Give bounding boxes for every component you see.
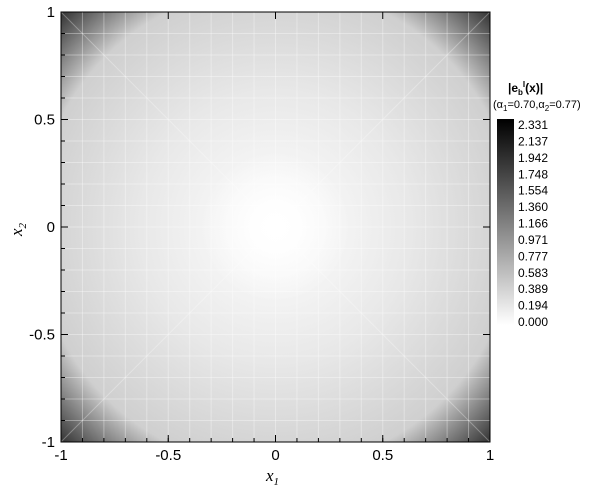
x-tick-label: -1: [54, 447, 67, 464]
legend-level-label: 0.583: [518, 266, 548, 280]
center-minimum: [201, 152, 350, 302]
legend-params: (α1=0.70,α2=0.77): [493, 99, 581, 113]
legend-level-label: 1.360: [518, 200, 548, 214]
x-tick-label: -0.5: [155, 447, 181, 464]
legend-level-label: 1.942: [518, 151, 548, 165]
legend-level-label: 1.554: [518, 184, 548, 198]
legend-level-label: 0.777: [518, 249, 548, 263]
legend-level-label: 0.194: [518, 299, 548, 313]
y-tick-label: 0: [47, 219, 55, 236]
y-tick-label: 0.5: [34, 112, 55, 129]
x-tick-label: 1: [486, 447, 494, 464]
legend-level-label: 0.389: [518, 282, 548, 296]
y-axis: -1 -0.5 0 0.5 1: [29, 4, 490, 451]
y-tick-label: -1: [42, 434, 55, 451]
y-tick-label: -0.5: [29, 327, 55, 344]
y-axis-label: x2: [7, 222, 29, 237]
plot-area: [60, 11, 491, 443]
x-tick-label: 0: [271, 447, 279, 464]
legend-levels: 2.331 2.137 1.942 1.748 1.554 1.360 1.166 0.971…: [518, 118, 548, 329]
legend-title: |ebI(x)|: [508, 80, 543, 97]
legend-level-label: 1.166: [518, 217, 548, 231]
legend: |ebI(x)| (α1=0.70,α2=0.77) 2.331 2.137 1.9…: [493, 80, 581, 329]
legend-level-label: 1.748: [518, 167, 548, 181]
x-tick-label: 0.5: [372, 447, 393, 464]
colorbar: [497, 119, 514, 325]
x-axis: -1 -0.5 0 0.5 1: [54, 12, 494, 464]
legend-level-label: 0.971: [518, 233, 548, 247]
legend-level-label: 2.331: [518, 118, 548, 132]
legend-level-label: 0.000: [518, 315, 548, 329]
x-axis-label: x1: [265, 466, 279, 488]
legend-level-label: 2.137: [518, 134, 548, 148]
y-tick-label: 1: [47, 4, 55, 21]
